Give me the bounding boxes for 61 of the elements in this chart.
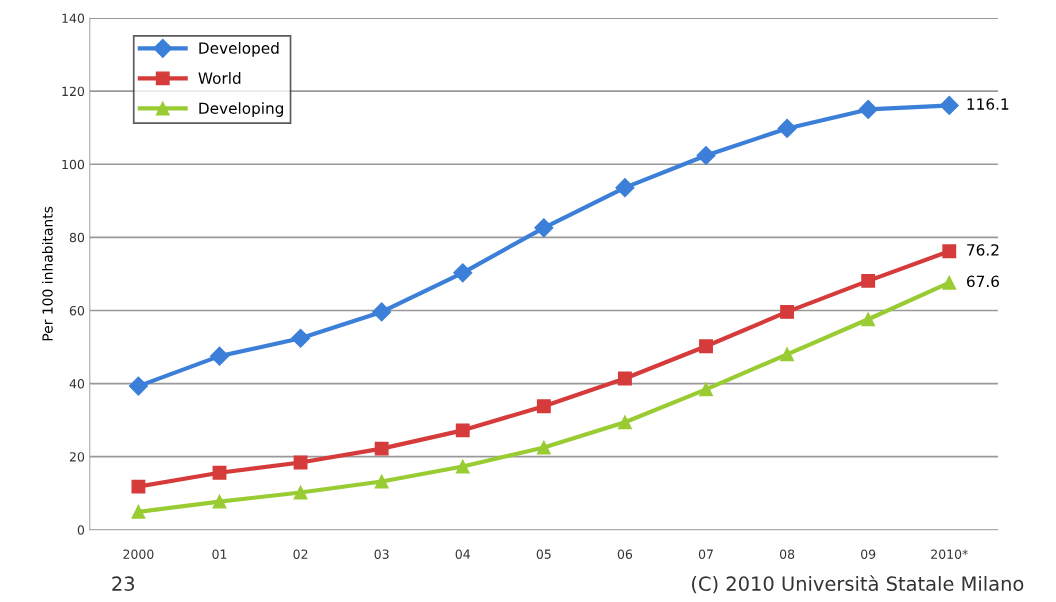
x-tick-label: 08 xyxy=(779,549,795,559)
y-tick-label: 20 xyxy=(69,452,85,462)
x-tick-label: 05 xyxy=(536,549,551,559)
point xyxy=(617,415,632,430)
legend-label: Developing xyxy=(199,102,284,117)
y-tick-label: 0 xyxy=(77,525,85,535)
point xyxy=(128,376,148,396)
y-tick-label: 40 xyxy=(69,379,85,389)
point xyxy=(536,399,551,414)
point xyxy=(131,504,146,519)
point xyxy=(131,479,146,494)
point xyxy=(939,95,959,115)
point xyxy=(455,459,470,474)
point xyxy=(858,99,878,119)
point xyxy=(372,302,392,322)
y-tick-label: 60 xyxy=(69,305,85,316)
point xyxy=(942,244,957,259)
point xyxy=(780,304,795,319)
point xyxy=(374,474,389,489)
point xyxy=(212,494,227,509)
y-tick-label: 100 xyxy=(62,159,85,170)
point xyxy=(615,178,635,198)
x-tick-label: 01 xyxy=(212,549,227,559)
x-tick-label: 2000 xyxy=(123,549,154,559)
text: (C) 2010 Università Statale Milano xyxy=(692,575,1024,594)
legend-label: Developed xyxy=(199,42,279,57)
y-tick-label: 120 xyxy=(62,86,85,97)
data-label: 76.2 xyxy=(967,244,999,256)
point xyxy=(293,485,308,500)
point xyxy=(291,328,311,348)
data-label: 116.1 xyxy=(967,98,1009,110)
x-tick-label: 09 xyxy=(861,549,876,559)
x-tick-label: 06 xyxy=(617,549,633,559)
point xyxy=(453,263,473,283)
point xyxy=(780,347,795,362)
y-tick-label: 140 xyxy=(62,13,85,23)
point xyxy=(699,382,713,397)
point xyxy=(861,273,876,288)
x-tick-label: 2010* xyxy=(931,549,968,559)
legend-label: World xyxy=(198,72,241,84)
x-tick-label: 03 xyxy=(374,549,389,559)
data-label: 67.6 xyxy=(967,275,999,288)
point xyxy=(212,465,227,480)
x-tick-label: 02 xyxy=(293,549,308,559)
point xyxy=(942,275,957,290)
y-axis-title: Per 100 inhabitants xyxy=(42,206,53,341)
point xyxy=(861,312,876,327)
point xyxy=(209,346,230,366)
point xyxy=(699,339,713,354)
point xyxy=(293,455,308,470)
x-tick-label: 04 xyxy=(455,549,471,559)
point xyxy=(777,118,797,138)
point xyxy=(617,371,632,386)
point xyxy=(455,423,470,438)
point xyxy=(536,440,551,455)
y-tick-label: 80 xyxy=(69,232,85,243)
text: 23 xyxy=(112,576,135,592)
point xyxy=(374,441,389,456)
point xyxy=(534,218,554,238)
point xyxy=(696,145,716,166)
x-tick-label: 07 xyxy=(698,549,713,559)
